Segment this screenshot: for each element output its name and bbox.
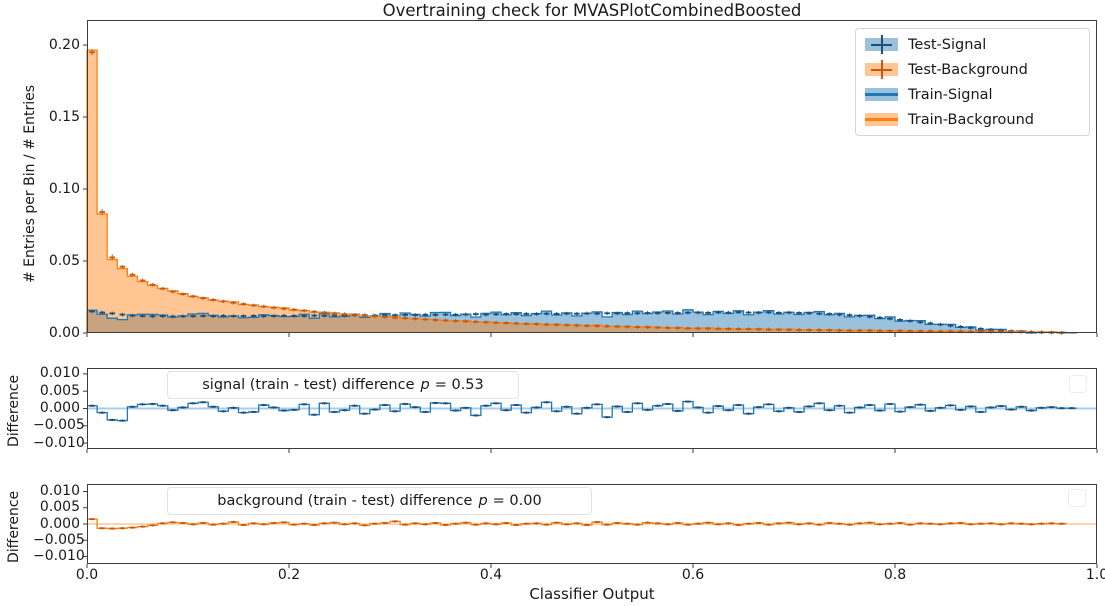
x-tick-label: 0.2 (277, 567, 301, 583)
y-tick-label: −0.005 (33, 417, 85, 434)
legend-label: Train-Background (908, 111, 1035, 128)
signal-diff-y-axis-label: Difference (6, 374, 22, 447)
legend-label: Test-Signal (908, 36, 987, 53)
y-tick-label: 0.000 (39, 400, 80, 416)
p-symbol: p (420, 377, 430, 393)
main-histogram-plot (83, 20, 1098, 337)
y-tick-label: 0.010 (39, 483, 80, 499)
y-tick-label: 0.00 (48, 324, 80, 341)
test-background-errorbar-swatch (865, 60, 898, 79)
empty-legend-box (1069, 375, 1087, 393)
y-tick-label: −0.010 (33, 434, 85, 451)
x-tick-label: 0.4 (479, 567, 503, 583)
y-tick-label: 0.10 (48, 180, 80, 197)
legend-item-train-background: Train-Background (865, 107, 1089, 132)
y-tick-label: 0.010 (39, 365, 80, 382)
x-tick-label: 0.6 (681, 567, 705, 583)
test-signal-errorbar-swatch (865, 35, 898, 54)
p-value: = 0.53 (434, 377, 484, 393)
y-tick-label: 0.005 (39, 382, 80, 399)
x-tick-label: 1.0 (1085, 567, 1105, 583)
y-tick-label: −0.005 (33, 531, 85, 548)
legend: Test-Signal Test-Background Train-Signal… (855, 28, 1090, 136)
legend-label: Test-Background (908, 61, 1028, 78)
x-axis-label: Classifier Output (529, 585, 655, 603)
annotation-text: signal (train - test) difference (202, 377, 415, 393)
y-tick-label: 0.20 (48, 36, 80, 53)
signal-diff-annotation: signal (train - test) difference p = 0.53 (167, 371, 519, 399)
y-tick-label: 0.15 (48, 108, 80, 125)
train-signal-band-swatch (865, 88, 898, 101)
p-symbol: p (478, 493, 488, 509)
empty-legend-box (1068, 489, 1086, 507)
background-diff-annotation: background (train - test) difference p = 0… (167, 487, 592, 515)
x-tick-label: 0.0 (75, 567, 99, 583)
annotation-text: background (train - test) difference (217, 493, 473, 509)
y-tick-label: 0.05 (48, 252, 80, 269)
y-tick-label: 0.005 (39, 499, 80, 516)
legend-label: Train-Signal (908, 86, 993, 103)
x-tick-label: 0.8 (883, 567, 907, 583)
signal-difference-plot (83, 368, 1098, 453)
plot-title: Overtraining check for MVASPlotCombinedB… (382, 1, 802, 20)
background-difference-plot (83, 484, 1098, 568)
legend-item-test-signal: Test-Signal (865, 32, 1089, 57)
legend-item-train-signal: Train-Signal (865, 82, 1089, 107)
train-background-band-swatch (865, 113, 898, 126)
legend-item-test-background: Test-Background (865, 57, 1089, 82)
y-tick-label: 0.000 (39, 515, 80, 532)
y-tick-label: −0.010 (33, 548, 85, 564)
p-value: = 0.00 (492, 493, 542, 509)
background-diff-y-axis-label: Difference (6, 490, 22, 563)
